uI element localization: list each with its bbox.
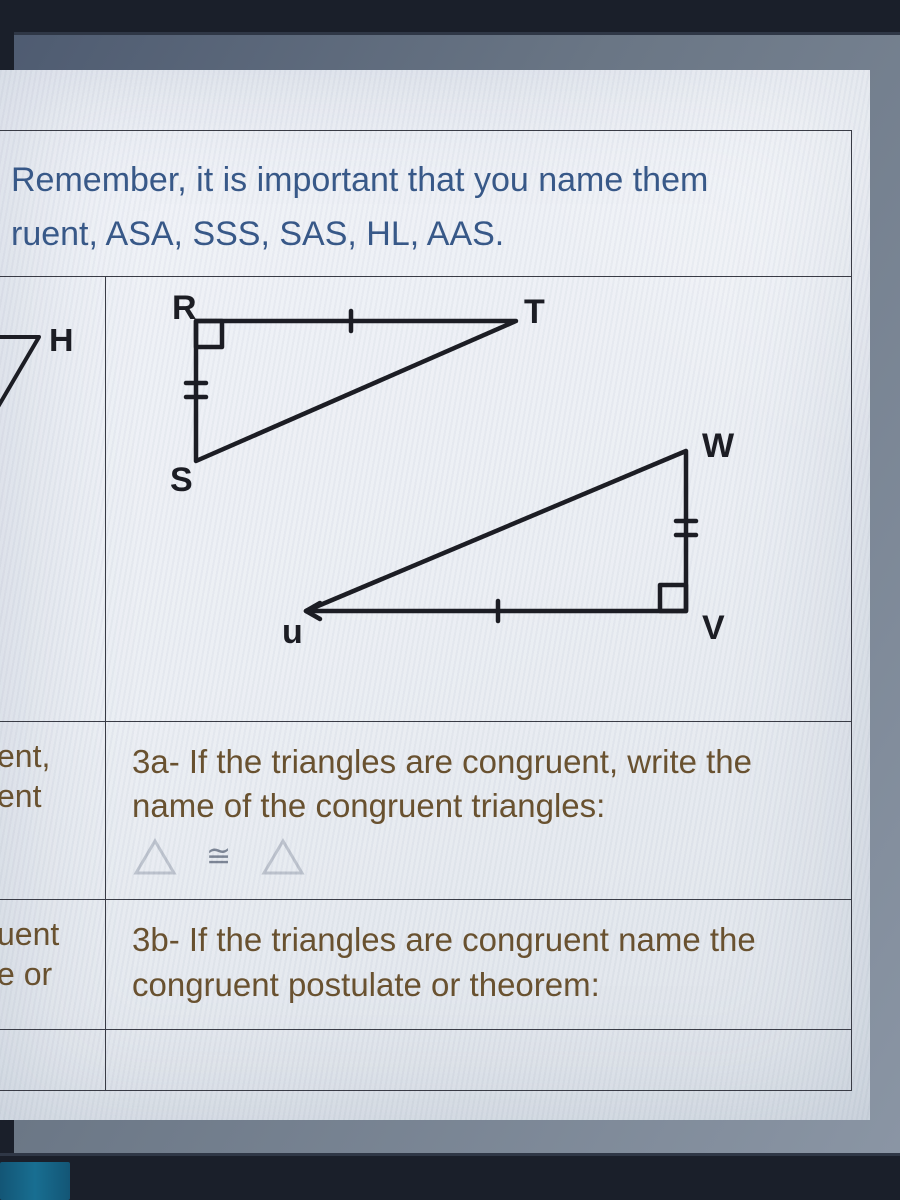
cell-diagram-right: R T S W V u bbox=[106, 277, 851, 721]
taskbar-active-app[interactable] bbox=[0, 1162, 70, 1200]
frag-3b-2: e or bbox=[0, 954, 101, 994]
row-diagram: H bbox=[0, 277, 851, 722]
cell-diagram-left: H bbox=[0, 277, 106, 721]
mini-triangle-holder: H bbox=[0, 329, 101, 449]
worksheet-table: Remember, it is important that you name … bbox=[0, 130, 852, 1091]
vertex-label-V: V bbox=[702, 609, 725, 647]
triangle-outline-icon bbox=[132, 837, 178, 877]
vertex-label-W: W bbox=[702, 427, 735, 465]
cell-blank-right bbox=[106, 1030, 851, 1090]
cell-3b-right: 3b- If the triangles are congruent name … bbox=[106, 900, 851, 1029]
row-3b: uent e or 3b- If the triangles are congr… bbox=[0, 900, 851, 1030]
vertex-label-S: S bbox=[170, 461, 193, 499]
vertex-label-U: u bbox=[282, 613, 303, 651]
frag-3a-2: ent bbox=[0, 776, 101, 816]
vertex-label-T: T bbox=[524, 293, 545, 331]
mini-triangle-icon: H bbox=[0, 329, 87, 449]
cell-3b-left: uent e or bbox=[0, 900, 106, 1029]
worksheet-instructions: Remember, it is important that you name … bbox=[0, 131, 851, 277]
instructions-line-1: Remember, it is important that you name … bbox=[11, 153, 825, 207]
q3a-text: 3a- If the triangles are congruent, writ… bbox=[132, 740, 825, 829]
triangle-outline-icon bbox=[260, 837, 306, 877]
window-frame-bottom bbox=[0, 1153, 900, 1200]
frag-3b-1: uent bbox=[0, 914, 101, 954]
cell-3a-left: ent, ent bbox=[0, 722, 106, 900]
triangles-diagram: R T S W V u bbox=[126, 291, 766, 691]
congruent-symbol: ≅ bbox=[206, 837, 232, 878]
window-frame-top bbox=[0, 0, 900, 35]
cell-3a-right: 3a- If the triangles are congruent, writ… bbox=[106, 722, 851, 900]
mini-triangle-label: H bbox=[49, 329, 74, 359]
cell-blank-left bbox=[0, 1030, 106, 1090]
frag-3a-1: ent, bbox=[0, 736, 101, 776]
row-blank bbox=[0, 1030, 851, 1090]
q3a-answer-line[interactable]: ≅ bbox=[132, 837, 825, 878]
row-3a: ent, ent 3a- If the triangles are congru… bbox=[0, 722, 851, 901]
instructions-line-2: ruent, ASA, SSS, SAS, HL, AAS. bbox=[11, 207, 825, 261]
q3b-text: 3b- If the triangles are congruent name … bbox=[132, 918, 825, 1007]
worksheet-paper: Remember, it is important that you name … bbox=[0, 70, 870, 1120]
vertex-label-R: R bbox=[172, 291, 197, 327]
